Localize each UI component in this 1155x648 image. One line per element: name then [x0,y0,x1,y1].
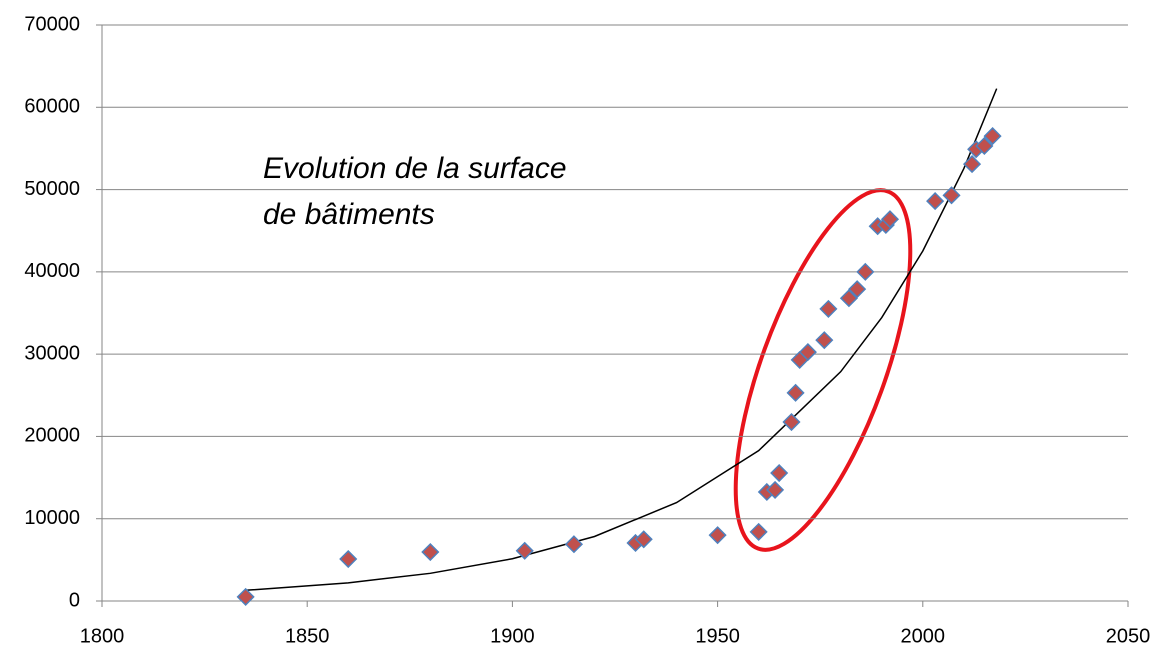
point [770,463,789,483]
point [339,549,358,569]
point [975,136,994,156]
point [815,331,834,350]
y-tick-label: 0 [69,589,80,611]
point [819,299,838,318]
point [782,412,801,432]
point [634,530,653,549]
x-tick-label: 1900 [490,625,535,647]
x-tick-label: 1950 [695,625,740,647]
point [564,535,584,554]
point [926,192,945,211]
point [708,526,727,545]
point [856,262,875,281]
y-tick-label: 70000 [24,13,80,35]
annotation: Evolution de la surface [263,152,567,185]
x-tick-label: 1850 [285,625,330,647]
highlight-ellipse [733,188,913,552]
point [421,542,440,562]
y-tick-label: 50000 [24,178,80,200]
point [236,587,255,606]
y-tick-label: 20000 [24,425,80,447]
point [786,383,805,402]
point [749,522,768,541]
y-tick-label: 10000 [24,507,80,529]
point [880,210,900,229]
x-tick-label: 1800 [80,625,125,647]
point [765,480,785,499]
x-tick-label: 2050 [1106,625,1151,647]
point [515,541,534,560]
annotation: de bâtiments [263,198,435,231]
point [983,127,1002,146]
point [848,280,867,299]
y-tick-label: 30000 [24,342,80,364]
trendline [245,88,998,592]
y-tick-label: 60000 [24,96,80,118]
x-tick-label: 2000 [901,625,946,647]
point [942,186,961,205]
y-tick-label: 40000 [24,260,80,282]
point [798,343,817,362]
point [962,155,982,174]
point [839,289,858,308]
